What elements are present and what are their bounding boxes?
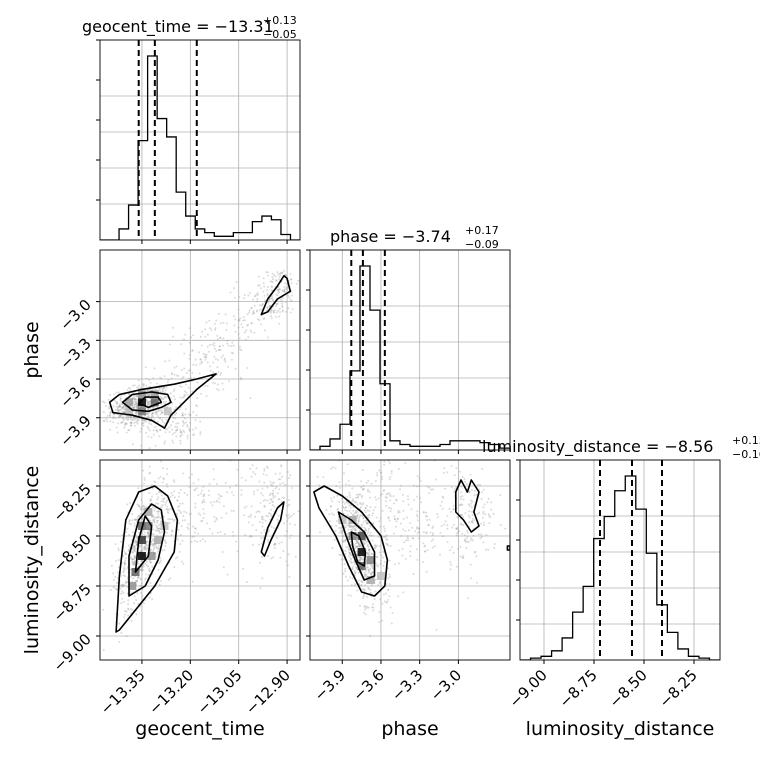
xlabel-phase: phase (381, 718, 438, 740)
scatter-points (102, 460, 300, 651)
contour-line (337, 511, 376, 581)
panel-frame (99, 249, 301, 451)
density-cell (144, 508, 153, 516)
x-tick-label-geocent-time: −13.20 (145, 666, 197, 718)
y-tick-label-luminosity-distance: −9.00 (50, 630, 95, 675)
x-tick-label-phase: −3.9 (311, 666, 349, 704)
density-cell (163, 407, 172, 416)
density-cell (366, 556, 375, 564)
contour-line (115, 485, 179, 633)
x-tick-label-phase: −3.0 (427, 666, 465, 704)
density-cell (147, 552, 156, 560)
contour-line (260, 275, 292, 316)
title-phase: phase = −3.74 (330, 227, 451, 246)
title-phase-plus: +0.17 (465, 224, 499, 237)
x-tick-label-geocent-time: −13.35 (97, 666, 149, 718)
density-cell (348, 532, 357, 540)
density-cell (125, 398, 134, 407)
x-tick-label-luminosity-distance: −9.00 (506, 666, 551, 711)
title-geocent-time-plus: +0.13 (263, 14, 297, 27)
title-luminosity-distance-minus: −0.16 (732, 448, 760, 461)
panel-phase-vs-phase (306, 249, 511, 454)
x-tick-label-geocent-time: −13.05 (194, 666, 246, 718)
density-cell (357, 562, 366, 570)
x-tick-label-luminosity-distance: −8.25 (656, 666, 701, 711)
contour-line (506, 545, 510, 551)
panel-phase-vs-geocent-time (96, 249, 301, 454)
panel-frame (99, 39, 301, 241)
xlabel-geocent-time: geocent_time (135, 718, 264, 740)
histogram-luminosity-distance (520, 475, 720, 660)
y-tick-label-luminosity-distance: −8.50 (50, 530, 95, 575)
density-cell (154, 536, 163, 544)
panel-luminosity-distance-vs-luminosity-distance (516, 459, 721, 664)
density-cell (128, 582, 137, 590)
contour-line (260, 501, 285, 557)
contour-line (134, 515, 153, 573)
panel-luminosity-distance-vs-phase (306, 459, 511, 664)
title-geocent-time: geocent_time = −13.31 (82, 17, 274, 37)
density-cell (357, 548, 366, 556)
title-luminosity-distance: luminosity_distance = −8.56 (482, 437, 713, 457)
density-cell (144, 522, 153, 530)
y-tick-label-luminosity-distance: −8.75 (50, 580, 95, 625)
y-tick-label-luminosity-distance: −8.25 (50, 480, 95, 525)
histogram-phase (310, 265, 510, 450)
contour-line (108, 373, 217, 429)
density-cell (137, 536, 146, 544)
panel-frame (309, 459, 511, 661)
title-luminosity-distance-plus: +0.15 (732, 434, 760, 447)
ylabel-phase: phase (21, 321, 43, 378)
x-tick-label-luminosity-distance: −8.50 (606, 666, 651, 711)
contour-line (137, 396, 163, 409)
title-phase-minus: −0.09 (465, 238, 499, 251)
y-tick-label-phase: −3.0 (56, 296, 94, 334)
density-cell (366, 576, 375, 584)
density-cell (137, 390, 146, 399)
title-geocent-time-minus: −0.05 (263, 28, 297, 41)
contour-line (313, 485, 389, 597)
density-cell (160, 522, 169, 530)
density-cell (348, 516, 357, 524)
contour-line (455, 479, 480, 533)
panel-frame (309, 249, 511, 451)
ylabel-luminosity-distance: luminosity_distance (21, 466, 43, 655)
density-cell (137, 552, 146, 560)
scatter-points (102, 269, 300, 450)
y-tick-label-phase: −3.9 (56, 412, 94, 450)
panel-luminosity-distance-vs-geocent-time (96, 459, 301, 664)
density-cell (338, 516, 347, 524)
x-tick-label-geocent-time: −12.90 (242, 666, 294, 718)
x-tick-label-phase: −3.6 (349, 666, 387, 704)
density-cell (376, 572, 385, 580)
xlabel-luminosity-distance: luminosity_distance (526, 718, 715, 740)
scatter-points (316, 460, 507, 638)
x-tick-label-luminosity-distance: −8.75 (556, 666, 601, 711)
density-cell (150, 398, 159, 407)
density-cell (150, 390, 159, 399)
panel-frame (519, 459, 721, 661)
histogram-geocent-time (100, 55, 300, 240)
x-tick-label-phase: −3.3 (388, 666, 426, 704)
density-cell (137, 398, 146, 407)
y-tick-label-phase: −3.3 (56, 334, 94, 372)
density-cell (357, 532, 366, 540)
contour-line (121, 391, 172, 413)
contour-line (350, 531, 367, 567)
y-tick-label-phase: −3.6 (56, 373, 94, 411)
panel-frame (99, 459, 301, 661)
panel-geocent-time-vs-geocent-time (96, 39, 301, 244)
contour-line (128, 503, 166, 597)
density-cell (125, 407, 134, 416)
